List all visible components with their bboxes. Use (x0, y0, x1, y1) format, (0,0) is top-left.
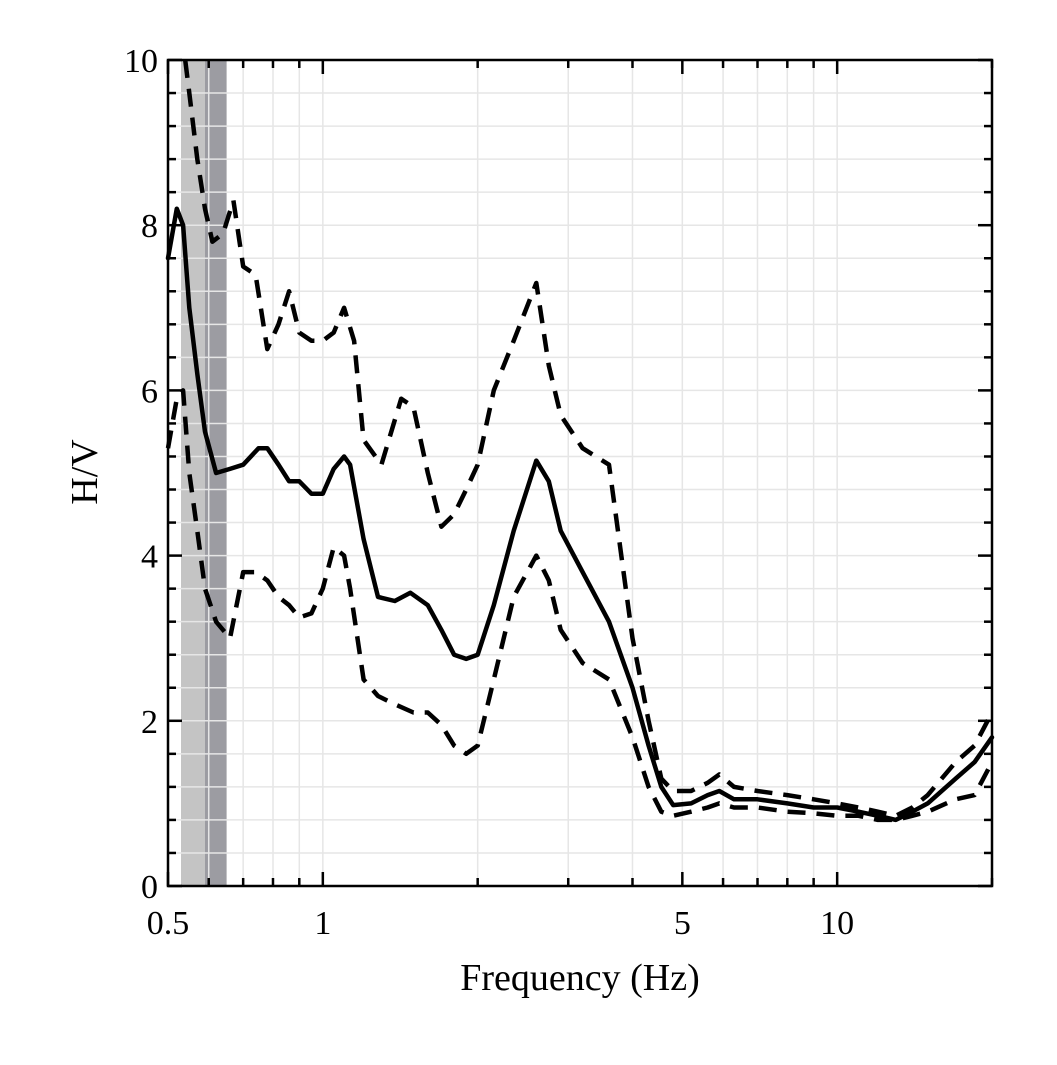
x-tick-label: 10 (820, 905, 854, 942)
x-tick-labels: 0.5 1 5 10 (147, 905, 854, 942)
x-tick-label: 1 (314, 905, 331, 942)
plot-frame (166, 58, 994, 888)
x-axis-label: Frequency (Hz) (460, 957, 700, 999)
y-tick-label: 10 (124, 43, 158, 80)
y-tick-label: 8 (141, 208, 158, 245)
x-tick-label: 5 (674, 905, 691, 942)
series-line-0 (165, 206, 995, 823)
y-tick-label: 4 (141, 539, 158, 576)
series-line-2 (165, 388, 994, 823)
y-tick-label: 0 (141, 869, 158, 906)
y-tick-labels: 0 2 4 6 8 10 (124, 43, 158, 906)
y-tick-label: 6 (141, 373, 158, 410)
series-line-1 (182, 59, 994, 819)
plot-curves (165, 59, 995, 823)
y-tick-label: 2 (141, 704, 158, 741)
grid-lines (167, 59, 993, 887)
axis-ticks (166, 58, 994, 888)
y-axis-label: H/V (64, 439, 106, 505)
x-tick-label: 0.5 (147, 905, 190, 942)
